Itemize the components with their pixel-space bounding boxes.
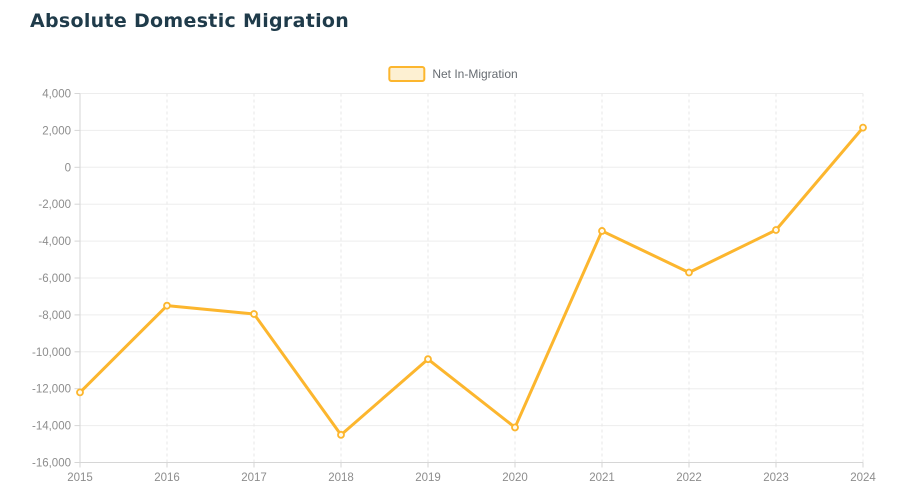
data-point-marker[interactable] [76,388,84,397]
y-tick-label: 4,000 [42,89,71,101]
data-point-marker[interactable] [163,301,171,310]
data-point-marker[interactable] [337,430,345,439]
page-title: Absolute Domestic Migration [30,10,350,32]
x-tick-label: 2021 [589,472,615,484]
net-in-migration-line [78,126,865,437]
data-point-marker[interactable] [511,423,519,432]
data-point-marker[interactable] [598,227,606,235]
legend-label: Net In-Migration [432,67,518,81]
y-tick-label: -2,000 [38,199,71,211]
y-tick-label: -14,000 [32,421,71,433]
data-point-marker[interactable] [424,355,432,364]
y-tick-label: -6,000 [38,273,71,285]
legend-swatch [388,66,426,82]
x-tick-label: 2022 [676,472,702,484]
y-tick-label: -12,000 [32,384,71,396]
y-tick-label: -10,000 [32,347,71,359]
y-tick-label: 0 [65,162,71,174]
x-tick-label: 2019 [415,472,441,484]
x-tick-label: 2023 [763,472,789,484]
data-point-marker[interactable] [859,123,867,132]
x-tick-label: 2017 [241,472,267,484]
y-tick-label: -4,000 [38,236,71,248]
data-point-marker[interactable] [250,310,258,318]
legend-item-net-in-migration[interactable]: Net In-Migration [388,66,518,82]
x-tick-label: 2020 [502,472,528,484]
y-tick-label: -8,000 [38,310,71,322]
x-tick-label: 2024 [850,472,876,484]
x-tick-label: 2016 [154,472,180,484]
x-tick-label: 2015 [67,472,93,484]
data-point-marker[interactable] [685,268,693,277]
y-tick-label: 2,000 [42,125,71,137]
x-tick-label: 2018 [328,472,354,484]
y-tick-label: -16,000 [32,458,71,470]
data-point-marker[interactable] [772,226,780,234]
